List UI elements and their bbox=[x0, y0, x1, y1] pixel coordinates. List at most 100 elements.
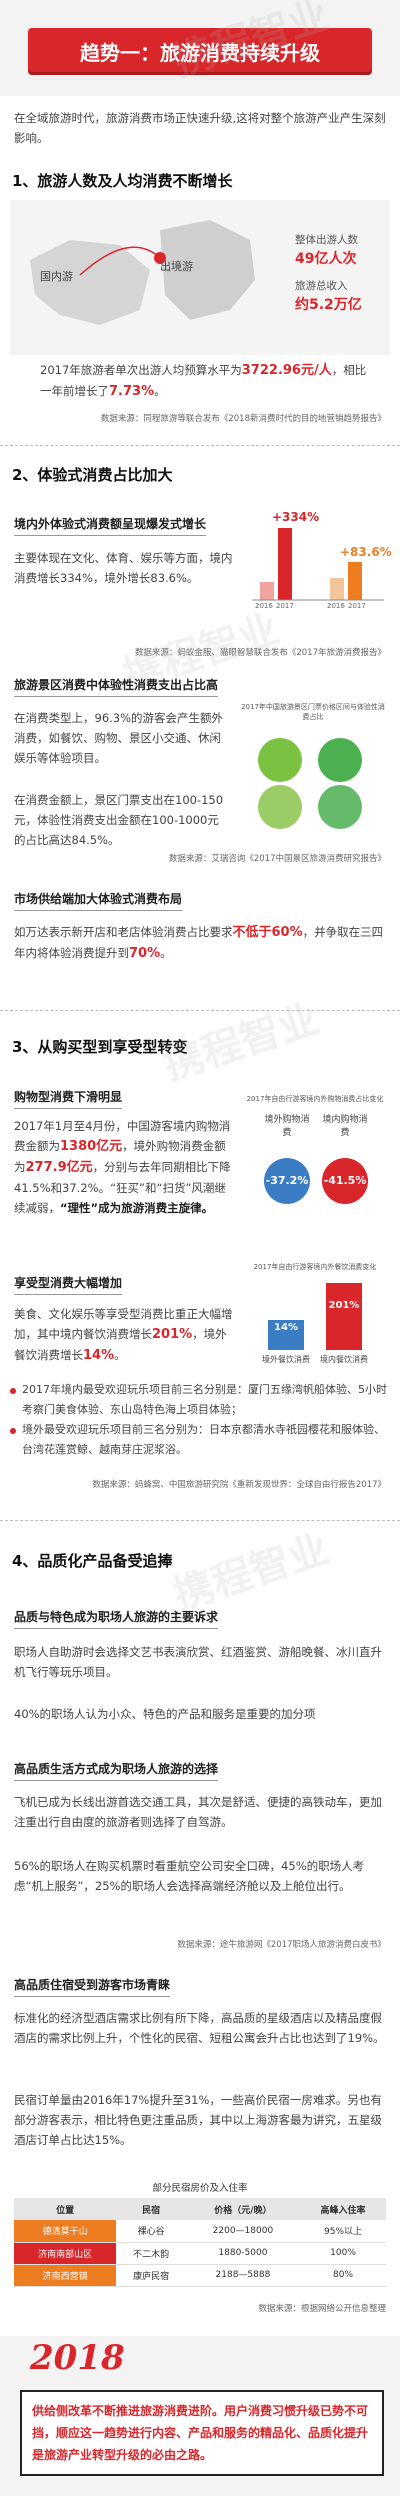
cell: 济南西营镇 bbox=[14, 2264, 117, 2286]
cell: 康庐民宿 bbox=[133, 2271, 170, 2282]
paragraph: 美食、文化娱乐等享受型消费比重正大幅增加，其中境内餐饮消费增长201%，境外餐饮… bbox=[14, 1304, 234, 1366]
cell: 100% bbox=[330, 2248, 356, 2258]
paragraph: 飞机已成为长线出游首选交通工具，其次是舒适、便捷的高铁动车，更加注重出行自由度的… bbox=[14, 1795, 382, 1829]
header-cell: 民宿 bbox=[142, 2205, 161, 2216]
icon bbox=[318, 738, 362, 782]
text: ，并争取在三四年内将体验消费提升到 bbox=[14, 925, 384, 960]
map-shape bbox=[160, 220, 255, 320]
source: 数据来源：同程旅游等联合发布《2018新消费时代的目的地营销趋势报告》 bbox=[100, 414, 386, 424]
chart-title: 2017年自由行游客境内外餐饮消费变化 bbox=[253, 1263, 377, 1271]
bar bbox=[268, 1320, 304, 1350]
text: 在消费类型上，96.3%的游客会产生额外消费，如餐饮、购物、景区小交通、休闲娱乐… bbox=[14, 711, 224, 765]
paragraph: 主要体现在文化、体育、娱乐等方面，境内消费增长334%，境外增长83.6%。 bbox=[14, 551, 233, 585]
text: 2017年1月至4月份，中国游客境内购物消费金额为 bbox=[14, 1119, 231, 1153]
cell: 不二木韵 bbox=[133, 2249, 170, 2260]
subheading: 高品质住宿受到游客市场青睐 bbox=[14, 1976, 171, 1997]
table-row: 济南西营镇 康庐民宿 2188—5888 80% bbox=[14, 2264, 386, 2286]
source: 数据来源：蚂蚁金服、猫眼智慧联合发布《2017年旅游消费报告》 bbox=[134, 648, 386, 658]
highlight: 201% bbox=[152, 1327, 193, 1342]
highlight: 70% bbox=[129, 946, 161, 961]
divider bbox=[0, 445, 400, 447]
table-header: 位置 民宿 价格（元/晚） 高峰入住率 bbox=[14, 2198, 386, 2220]
section-title: 1、旅游人数及人均消费不断增长 bbox=[12, 172, 233, 190]
map-label: 出境游 bbox=[160, 260, 193, 273]
highlight: 3722.96元/人 bbox=[241, 363, 332, 378]
cell: 济南南部山区 bbox=[14, 2242, 117, 2264]
divider bbox=[0, 1010, 400, 1012]
highlight: 不低于60% bbox=[232, 925, 303, 940]
chart-badge: -41.5% bbox=[322, 1158, 368, 1204]
map-label: 国内游 bbox=[40, 270, 73, 283]
bar bbox=[330, 578, 344, 600]
section-title: 4、品质化产品备受追捧 bbox=[12, 1552, 173, 1570]
bullet-dot bbox=[10, 1428, 16, 1434]
highlight: 14% bbox=[83, 1348, 115, 1363]
text: 。 bbox=[154, 384, 166, 398]
chart-label: +334% bbox=[272, 510, 320, 524]
watermark: 携程智业 bbox=[158, 996, 325, 1090]
chart-title: 2017年中国旅游景区门票价格区间与体验性消费占比 bbox=[241, 703, 385, 721]
paragraph: 在消费类型上，96.3%的游客会产生额外消费，如餐饮、购物、景区小交通、休闲娱乐… bbox=[14, 708, 229, 768]
map-graphic bbox=[10, 200, 390, 355]
chart-label: 境内购物消费 bbox=[322, 1115, 368, 1138]
cell: 德清莫干山 bbox=[14, 2220, 117, 2242]
stat-label: 旅游总收入 bbox=[295, 280, 348, 292]
icon bbox=[318, 785, 362, 829]
icon bbox=[258, 738, 302, 782]
intro: 在全域旅游时代，旅游消费市场正快速升级,这将对整个旅游产业产生深刻影响。 bbox=[14, 111, 386, 145]
chart-label: 14% bbox=[274, 1322, 298, 1333]
title-banner bbox=[28, 28, 372, 72]
source: 数据来源：蚂蜂窝、中国旅游研究院《重新发现世界：全球自由行报告2017》 bbox=[92, 1480, 386, 1490]
scenic-chart bbox=[258, 738, 362, 829]
table: 位置 民宿 价格（元/晚） 高峰入住率 德清莫干山 裸心谷 2200—18000… bbox=[14, 2198, 386, 2287]
text: ，分别与去年同期相比下降41.5%和37.2%。“狂买”和“扫货”风潮继续减弱， bbox=[14, 1160, 231, 1215]
stat-value: 49亿人次 bbox=[295, 251, 357, 267]
watermark: 携程智业 bbox=[168, 1526, 335, 1620]
header-cell: 价格（元/晚） bbox=[214, 2205, 272, 2216]
cell: 裸心谷 bbox=[137, 2227, 165, 2238]
cell: 80% bbox=[333, 2270, 354, 2280]
closing-year: 2018 bbox=[30, 2338, 125, 2378]
paragraph: 2017年旅游者单次出游人均预算水平为3722.96元/人，相比一年前增长了7.… bbox=[40, 360, 370, 402]
header-cell: 位置 bbox=[56, 2205, 75, 2216]
bar bbox=[260, 582, 274, 600]
table-row: 济南南部山区 不二木韵 1880-5000 100% bbox=[14, 2242, 386, 2264]
source: 数据来源：途牛旅游网《2017职场人旅游消费白皮书》 bbox=[177, 1940, 386, 1950]
highlight: 7.73% bbox=[109, 384, 155, 399]
text: ，相比一年前增长了 bbox=[40, 363, 367, 398]
cell: 2200—18000 bbox=[212, 2225, 274, 2236]
table-row: 德清莫干山 裸心谷 2200—18000 95%以上 bbox=[14, 2220, 386, 2242]
axis-label: 2016 bbox=[327, 602, 345, 610]
chart-label: +83.6% bbox=[340, 545, 392, 559]
growth-chart bbox=[252, 528, 384, 601]
axis-label: 2017 bbox=[348, 602, 366, 610]
subheading: 高品质生活方式成为职场人旅游的选择 bbox=[14, 1760, 219, 1781]
text: ，境外餐饮消费增长 bbox=[14, 1327, 227, 1362]
paragraph: 标准化的经济型酒店需求比例有所下降，高品质的星级酒店以及精品度假酒店的需求比例上… bbox=[14, 2011, 385, 2045]
bullet: 境外最受欢迎玩乐项目前三名分别为：日本京都清水寺祇园樱花和服体验、台湾花莲赏鲸、… bbox=[22, 1423, 385, 1456]
subheading: 境内外体验式消费额呈现爆发式增长 bbox=[14, 515, 207, 536]
header-cell: 高峰入住率 bbox=[320, 2205, 366, 2216]
bar bbox=[278, 528, 292, 600]
highlight: 1380亿元 bbox=[60, 1139, 123, 1154]
section-title: 3、从购买型到享受型转变 bbox=[12, 1038, 188, 1056]
chart-title: 2017年自由行游客境内外购物消费占比变化 bbox=[246, 1095, 384, 1103]
bold-text: “理性” bbox=[60, 1201, 99, 1215]
axis-label: 2017 bbox=[276, 602, 294, 610]
text: 。 bbox=[160, 946, 172, 960]
subheading: 享受型消费大幅增加 bbox=[14, 1274, 123, 1295]
chart-label: 境内餐饮消费 bbox=[320, 1355, 368, 1364]
bold-text: 成为旅游消费主旋律。 bbox=[98, 1201, 214, 1215]
bullet-dot bbox=[10, 1388, 16, 1394]
cell: 2188—5888 bbox=[215, 2270, 271, 2280]
paragraph: 如万达表示新开店和老店体验消费占比要求不低于60%，并争取在三四年内将体验消费提… bbox=[14, 922, 386, 964]
section-title: 2、体验式消费占比加大 bbox=[12, 466, 173, 484]
subheading: 品质与特色成为职场人旅游的主要诉求 bbox=[14, 1608, 219, 1629]
dining-chart bbox=[268, 1283, 362, 1350]
bar bbox=[326, 1283, 362, 1350]
paragraph: 2017年1月至4月份，中国游客境内购物消费金额为1380亿元，境外购物消费金额… bbox=[14, 1116, 234, 1218]
cell: 1880-5000 bbox=[218, 2248, 268, 2258]
highlight: 277.9亿元 bbox=[25, 1160, 93, 1175]
source: 数据来源：根据网络公开信息整理 bbox=[258, 2304, 386, 2314]
